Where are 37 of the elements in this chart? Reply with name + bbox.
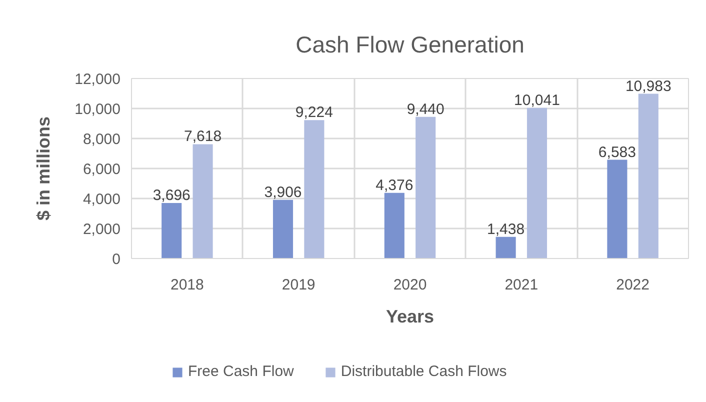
y-tick-label: 0 [112, 251, 120, 268]
data-label: 7,618 [184, 128, 222, 146]
data-label: 9,224 [295, 104, 333, 122]
data-label: 3,906 [264, 184, 302, 201]
bar [416, 116, 436, 258]
data-label: 3,696 [152, 187, 190, 204]
x-tick-label: 2019 [282, 276, 316, 294]
y-tick-label: 8,000 [82, 131, 121, 148]
y-axis-title: $ in millions [34, 116, 54, 221]
legend-label: Free Cash Flow [188, 363, 294, 380]
data-label: 4,376 [376, 176, 414, 194]
bar [272, 200, 294, 258]
x-axis-title: Years [386, 306, 434, 326]
chart-title: Cash Flow Generation [296, 32, 524, 58]
y-tick-label: 4,000 [82, 191, 121, 208]
bar [162, 203, 182, 258]
legend-label: Distributable Cash Flows [340, 363, 507, 380]
data-label: 6,583 [598, 144, 636, 161]
data-label: 9,440 [406, 100, 444, 118]
x-tick-label: 2018 [170, 276, 204, 294]
y-tick-label: 12,000 [74, 71, 121, 88]
x-tick-label: 2022 [616, 276, 650, 294]
data-label: 10,041 [514, 92, 560, 109]
y-tick-label: 10,000 [74, 101, 121, 118]
bar [638, 94, 658, 258]
bar [526, 108, 548, 258]
y-tick-label: 2,000 [82, 221, 121, 238]
x-tick-label: 2021 [504, 276, 538, 294]
bar [384, 192, 404, 258]
data-label: 1,438 [487, 220, 525, 238]
x-tick-label: 2020 [393, 276, 427, 294]
bar [192, 144, 213, 258]
bar [496, 236, 516, 258]
bar [304, 120, 324, 258]
data-label: 10,983 [625, 78, 672, 95]
bar [607, 160, 628, 258]
y-tick-label: 6,000 [82, 161, 121, 178]
